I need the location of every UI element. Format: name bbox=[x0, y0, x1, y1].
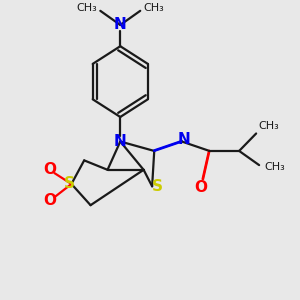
Text: O: O bbox=[194, 180, 208, 195]
Text: N: N bbox=[114, 134, 127, 149]
Text: O: O bbox=[44, 162, 57, 177]
Text: CH₃: CH₃ bbox=[265, 163, 285, 172]
Text: CH₃: CH₃ bbox=[144, 4, 164, 14]
Text: S: S bbox=[152, 179, 163, 194]
Text: O: O bbox=[44, 193, 57, 208]
Text: N: N bbox=[114, 17, 127, 32]
Text: S: S bbox=[64, 176, 75, 191]
Text: N: N bbox=[178, 132, 190, 147]
Text: CH₃: CH₃ bbox=[76, 4, 97, 14]
Text: CH₃: CH₃ bbox=[258, 121, 279, 131]
